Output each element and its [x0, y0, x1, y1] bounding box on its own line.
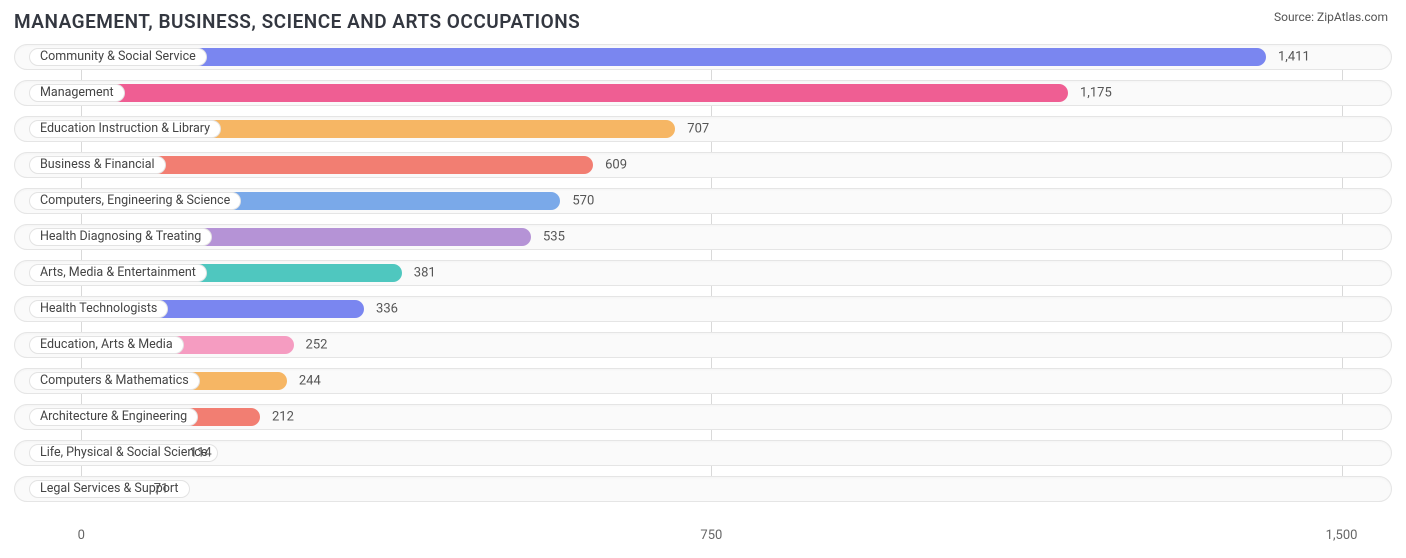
bar-row: Education, Arts & Media 252: [14, 332, 1392, 358]
value-label: 1,411: [1278, 50, 1310, 65]
bar-track: Legal Services & Support71: [14, 476, 1392, 502]
bar-row: Arts, Media & Entertainment 381: [14, 260, 1392, 286]
category-label: Computers & Mathematics: [29, 372, 200, 390]
x-axis: 0 750 1,500: [14, 524, 1392, 548]
x-tick-label: 1,500: [1326, 528, 1358, 543]
x-tick-label: 0: [78, 528, 85, 543]
bar-row: Life, Physical & Social Science114: [14, 440, 1392, 466]
value-label: 71: [154, 482, 169, 497]
chart-area: Community & Social Service 1,411 Managemen…: [14, 44, 1392, 548]
value-label: 212: [272, 410, 294, 425]
bar-row: Legal Services & Support71: [14, 476, 1392, 502]
value-label: 114: [190, 446, 212, 461]
plot-area: Community & Social Service 1,411 Managemen…: [14, 44, 1392, 502]
bar-row: Architecture & Engineering 212: [14, 404, 1392, 430]
value-label: 609: [605, 158, 627, 173]
bar-track: Education Instruction & Library 707: [14, 116, 1392, 142]
category-label: Arts, Media & Entertainment: [29, 264, 207, 282]
value-label: 535: [543, 230, 565, 245]
bar-track: Architecture & Engineering 212: [14, 404, 1392, 430]
category-label: Education Instruction & Library: [29, 120, 221, 138]
bar-row: Education Instruction & Library 707: [14, 116, 1392, 142]
x-tick-label: 750: [700, 528, 722, 543]
value-label: 570: [572, 194, 594, 209]
bar-track: Education, Arts & Media 252: [14, 332, 1392, 358]
category-label: Health Diagnosing & Treating: [29, 228, 212, 246]
category-label: Business & Financial: [29, 156, 166, 174]
bar: [72, 84, 1068, 102]
bar-row: Health Diagnosing & Treating 535: [14, 224, 1392, 250]
bar-track: Health Technologists 336: [14, 296, 1392, 322]
value-label: 381: [414, 266, 436, 281]
value-label: 1,175: [1080, 86, 1112, 101]
value-label: 244: [299, 374, 321, 389]
bar-track: Community & Social Service 1,411: [14, 44, 1392, 70]
value-label: 336: [376, 302, 398, 317]
bar-track: Arts, Media & Entertainment 381: [14, 260, 1392, 286]
category-label: Health Technologists: [29, 300, 168, 318]
bar-track: Computers & Mathematics 244: [14, 368, 1392, 394]
bar-track: Computers, Engineering & Science 570: [14, 188, 1392, 214]
bar-track: Business & Financial 609: [14, 152, 1392, 178]
bar-row: Computers, Engineering & Science 570: [14, 188, 1392, 214]
category-label: Community & Social Service: [29, 48, 207, 66]
category-label: Education, Arts & Media: [29, 336, 184, 354]
chart-title: MANAGEMENT, BUSINESS, SCIENCE AND ARTS O…: [0, 0, 1406, 33]
bar-track: Health Diagnosing & Treating 535: [14, 224, 1392, 250]
value-label: 707: [687, 122, 709, 137]
category-label: Computers, Engineering & Science: [29, 192, 241, 210]
bar: [72, 48, 1266, 66]
bar-track: Management 1,175: [14, 80, 1392, 106]
bar-row: Business & Financial 609: [14, 152, 1392, 178]
source-name: ZipAtlas.com: [1317, 10, 1388, 24]
bar-row: Health Technologists 336: [14, 296, 1392, 322]
category-label: Management: [29, 84, 125, 102]
bar-row: Computers & Mathematics 244: [14, 368, 1392, 394]
source-label: Source:: [1274, 10, 1314, 24]
bar-row: Management 1,175: [14, 80, 1392, 106]
bar-track: Life, Physical & Social Science114: [14, 440, 1392, 466]
source-attribution: Source: ZipAtlas.com: [1274, 10, 1388, 24]
value-label: 252: [306, 338, 328, 353]
category-label: Architecture & Engineering: [29, 408, 198, 426]
bar-row: Community & Social Service 1,411: [14, 44, 1392, 70]
